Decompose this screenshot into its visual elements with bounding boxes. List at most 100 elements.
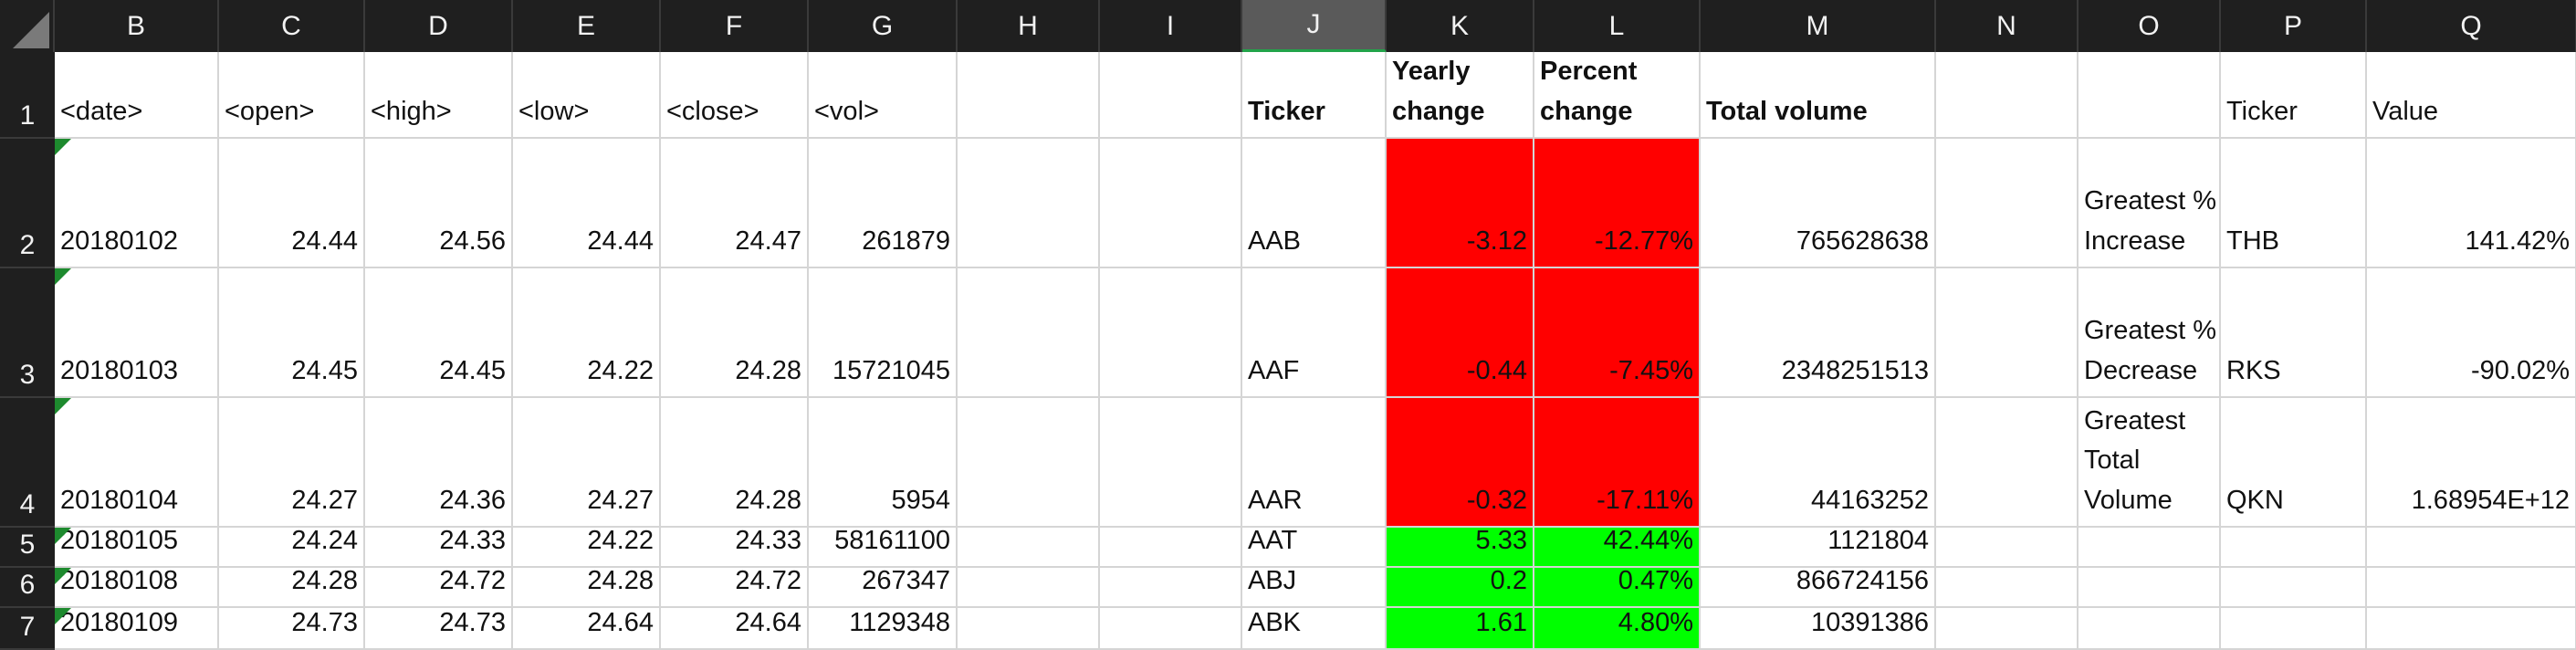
cell-i6[interactable]	[1100, 568, 1242, 608]
cell-h5[interactable]	[958, 528, 1100, 568]
column-header-g[interactable]: G	[809, 0, 958, 52]
cell-low[interactable]: 24.64	[513, 608, 661, 650]
cell-h4[interactable]	[958, 398, 1100, 528]
cell-vol[interactable]: 15721045	[809, 268, 958, 398]
cell-n2[interactable]	[1936, 139, 2079, 268]
cell-high[interactable]: 24.72	[365, 568, 513, 608]
cell-date[interactable]: 20180103	[55, 268, 219, 398]
cell-q7[interactable]	[2367, 608, 2576, 650]
cell-ticker[interactable]: AAT	[1242, 528, 1387, 568]
header-summary-value[interactable]: Value	[2367, 52, 2576, 139]
cell-ticker[interactable]: ABJ	[1242, 568, 1387, 608]
cell-yearly-change[interactable]: -0.44	[1387, 268, 1534, 398]
cell-open[interactable]: 24.44	[219, 139, 365, 268]
summary-label[interactable]: Greatest % Decrease	[2079, 268, 2221, 398]
column-header-c[interactable]: C	[219, 0, 365, 52]
cell-low[interactable]: 24.22	[513, 268, 661, 398]
cell-date[interactable]: 20180108	[55, 568, 219, 608]
summary-ticker[interactable]: RKS	[2221, 268, 2367, 398]
cell-n1[interactable]	[1936, 52, 2079, 139]
cell-i4[interactable]	[1100, 398, 1242, 528]
cell-open[interactable]: 24.27	[219, 398, 365, 528]
column-header-f[interactable]: F	[661, 0, 809, 52]
summary-value[interactable]: 1.68954E+12	[2367, 398, 2576, 528]
cell-total-volume[interactable]: 10391386	[1701, 608, 1936, 650]
cell-open[interactable]: 24.24	[219, 528, 365, 568]
cell-close[interactable]: 24.28	[661, 398, 809, 528]
cell-date[interactable]: 20180102	[55, 139, 219, 268]
row-header-2[interactable]: 2	[0, 139, 55, 268]
cell-yearly-change[interactable]: 5.33	[1387, 528, 1534, 568]
column-header-j[interactable]: J	[1242, 0, 1387, 52]
cell-o5[interactable]	[2079, 528, 2221, 568]
header-ticker[interactable]: Ticker	[1242, 52, 1387, 139]
cell-i7[interactable]	[1100, 608, 1242, 650]
column-header-h[interactable]: H	[958, 0, 1100, 52]
header-date[interactable]: <date>	[55, 52, 219, 139]
cell-open[interactable]: 24.73	[219, 608, 365, 650]
cell-high[interactable]: 24.33	[365, 528, 513, 568]
cell-q5[interactable]	[2367, 528, 2576, 568]
cell-total-volume[interactable]: 2348251513	[1701, 268, 1936, 398]
cell-yearly-change[interactable]: -0.32	[1387, 398, 1534, 528]
summary-value[interactable]: 141.42%	[2367, 139, 2576, 268]
cell-p7[interactable]	[2221, 608, 2367, 650]
cell-vol[interactable]: 267347	[809, 568, 958, 608]
summary-label[interactable]: Greatest Total Volume	[2079, 398, 2221, 528]
cell-vol[interactable]: 1129348	[809, 608, 958, 650]
row-header-3[interactable]: 3	[0, 268, 55, 398]
column-header-o[interactable]: O	[2079, 0, 2221, 52]
cell-high[interactable]: 24.36	[365, 398, 513, 528]
cell-close[interactable]: 24.72	[661, 568, 809, 608]
row-header-7[interactable]: 7	[0, 608, 55, 650]
cell-close[interactable]: 24.64	[661, 608, 809, 650]
header-vol[interactable]: <vol>	[809, 52, 958, 139]
cell-n7[interactable]	[1936, 608, 2079, 650]
cell-h2[interactable]	[958, 139, 1100, 268]
select-all-corner[interactable]	[0, 0, 55, 52]
header-high[interactable]: <high>	[365, 52, 513, 139]
cell-vol[interactable]: 5954	[809, 398, 958, 528]
cell-ticker[interactable]: AAF	[1242, 268, 1387, 398]
cell-high[interactable]: 24.45	[365, 268, 513, 398]
cell-ticker[interactable]: AAB	[1242, 139, 1387, 268]
summary-label[interactable]: Greatest % Increase	[2079, 139, 2221, 268]
cell-percent-change[interactable]: -12.77%	[1534, 139, 1701, 268]
cell-percent-change[interactable]: 0.47%	[1534, 568, 1701, 608]
column-header-d[interactable]: D	[365, 0, 513, 52]
cell-high[interactable]: 24.56	[365, 139, 513, 268]
cell-close[interactable]: 24.47	[661, 139, 809, 268]
cell-percent-change[interactable]: 42.44%	[1534, 528, 1701, 568]
summary-ticker[interactable]: QKN	[2221, 398, 2367, 528]
summary-ticker[interactable]: THB	[2221, 139, 2367, 268]
cell-h1[interactable]	[958, 52, 1100, 139]
column-header-m[interactable]: M	[1701, 0, 1936, 52]
cell-low[interactable]: 24.22	[513, 528, 661, 568]
cell-date[interactable]: 20180105	[55, 528, 219, 568]
cell-percent-change[interactable]: -17.11%	[1534, 398, 1701, 528]
cell-total-volume[interactable]: 44163252	[1701, 398, 1936, 528]
cell-h3[interactable]	[958, 268, 1100, 398]
header-yearly-change[interactable]: Yearly change	[1387, 52, 1534, 139]
cell-i3[interactable]	[1100, 268, 1242, 398]
cell-q6[interactable]	[2367, 568, 2576, 608]
column-header-i[interactable]: I	[1100, 0, 1242, 52]
cell-low[interactable]: 24.44	[513, 139, 661, 268]
cell-o6[interactable]	[2079, 568, 2221, 608]
column-header-q[interactable]: Q	[2367, 0, 2576, 52]
header-close[interactable]: <close>	[661, 52, 809, 139]
cell-yearly-change[interactable]: -3.12	[1387, 139, 1534, 268]
cell-n3[interactable]	[1936, 268, 2079, 398]
header-open[interactable]: <open>	[219, 52, 365, 139]
header-percent-change[interactable]: Percent change	[1534, 52, 1701, 139]
cell-percent-change[interactable]: -7.45%	[1534, 268, 1701, 398]
cell-percent-change[interactable]: 4.80%	[1534, 608, 1701, 650]
cell-o7[interactable]	[2079, 608, 2221, 650]
cell-ticker[interactable]: ABK	[1242, 608, 1387, 650]
cell-open[interactable]: 24.28	[219, 568, 365, 608]
cell-n6[interactable]	[1936, 568, 2079, 608]
cell-close[interactable]: 24.33	[661, 528, 809, 568]
header-total-volume[interactable]: Total volume	[1701, 52, 1936, 139]
column-header-e[interactable]: E	[513, 0, 661, 52]
